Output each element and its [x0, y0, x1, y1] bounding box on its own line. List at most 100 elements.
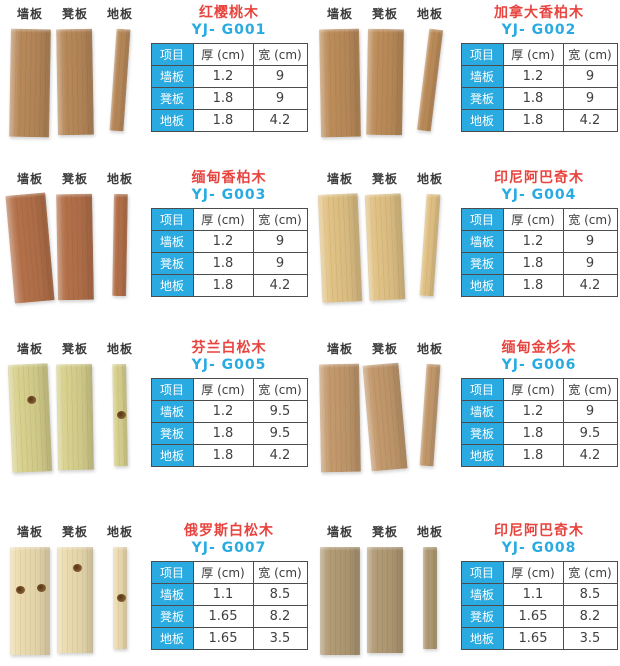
spec-header-row: 项目 厚 (cm) 宽 (cm) — [460, 43, 618, 66]
spec-row-bench: 凳板 1.8 9.5 — [460, 422, 618, 445]
floor-plank-image — [113, 547, 127, 649]
width-value: 8.2 — [252, 605, 308, 628]
header-item: 项目 — [150, 378, 194, 401]
width-value: 9.5 — [252, 422, 308, 445]
spec-row-wall: 墙板 1.2 9 — [460, 400, 618, 423]
spec-row-floor: 地板 1.8 4.2 — [460, 274, 618, 297]
header-width: 宽 (cm) — [252, 43, 308, 66]
row-label: 凳板 — [150, 605, 194, 628]
bench-plank-label: 凳板 — [371, 7, 398, 21]
spec-row-bench: 凳板 1.65 8.2 — [150, 605, 308, 628]
floor-plank-label: 地板 — [416, 525, 443, 539]
bench-plank-image — [56, 193, 94, 301]
thickness-value: 1.8 — [192, 87, 254, 110]
floor-plank-column: 地板 — [98, 340, 142, 518]
bench-plank-label: 凳板 — [371, 172, 398, 186]
row-label: 墙板 — [460, 583, 504, 606]
floor-plank-image — [112, 193, 128, 297]
wall-plank-image — [319, 28, 361, 138]
wall-plank-label: 墙板 — [326, 7, 353, 21]
floor-plank-label: 地板 — [106, 7, 133, 21]
row-label: 凳板 — [460, 422, 504, 445]
thickness-value: 1.65 — [502, 605, 564, 628]
product-info: 加拿大香柏木 YJ- G002 项目 厚 (cm) 宽 (cm) 墙板 1.2 … — [458, 3, 620, 165]
spec-table: 项目 厚 (cm) 宽 (cm) 墙板 1.1 8.5 凳板 1.65 8.2 … — [460, 561, 618, 650]
product-model: YJ- G008 — [501, 540, 577, 556]
product-model: YJ- G004 — [501, 187, 577, 203]
header-width: 宽 (cm) — [252, 208, 308, 231]
floor-plank-label: 地板 — [416, 7, 443, 21]
header-item: 项目 — [460, 208, 504, 231]
bench-plank-column: 凳板 — [363, 523, 407, 666]
wall-plank-image — [7, 363, 53, 473]
row-label: 墙板 — [150, 583, 194, 606]
wall-plank-column: 墙板 — [8, 523, 52, 666]
product-name: 加拿大香柏木 — [494, 5, 584, 21]
spec-row-wall: 墙板 1.2 9.5 — [150, 400, 308, 423]
thickness-value: 1.8 — [502, 422, 564, 445]
product-name: 印尼阿巴奇木 — [494, 170, 584, 186]
floor-plank-column: 地板 — [408, 340, 452, 518]
row-label: 地板 — [460, 444, 504, 467]
wall-plank-column: 墙板 — [318, 5, 362, 165]
bench-plank-image — [56, 28, 94, 136]
header-thickness: 厚 (cm) — [192, 208, 254, 231]
wall-plank-column: 墙板 — [8, 5, 52, 165]
wood-knot-detail — [27, 396, 37, 405]
header-item: 项目 — [150, 43, 194, 66]
thickness-value: 1.8 — [192, 274, 254, 297]
floor-plank-column: 地板 — [98, 170, 142, 335]
floor-plank-label: 地板 — [106, 342, 133, 356]
header-item: 项目 — [460, 561, 504, 584]
wall-plank-label: 墙板 — [326, 172, 353, 186]
product-card: 墙板 凳板 地板 芬兰白松木 YJ- G005 项目 厚 (cm) 宽 (cm) — [0, 335, 310, 518]
wall-plank-label: 墙板 — [16, 342, 43, 356]
width-value: 8.2 — [562, 605, 618, 628]
header-thickness: 厚 (cm) — [502, 43, 564, 66]
width-value: 9 — [252, 230, 308, 253]
plank-photo-group: 墙板 凳板 地板 — [310, 168, 458, 335]
product-name: 缅甸香柏木 — [191, 170, 267, 186]
width-value: 4.2 — [562, 109, 618, 132]
wall-plank-label: 墙板 — [326, 525, 353, 539]
width-value: 4.2 — [252, 444, 308, 467]
product-model: YJ- G007 — [191, 540, 267, 556]
product-info: 俄罗斯白松木 YJ- G007 项目 厚 (cm) 宽 (cm) 墙板 1.1 … — [148, 521, 310, 666]
floor-plank-image — [112, 363, 128, 467]
wall-plank-label: 墙板 — [326, 342, 353, 356]
product-name: 印尼阿巴奇木 — [494, 523, 584, 539]
spec-row-floor: 地板 1.65 3.5 — [150, 627, 308, 650]
header-item: 项目 — [150, 561, 194, 584]
thickness-value: 1.8 — [502, 444, 564, 467]
row-label: 地板 — [150, 274, 194, 297]
wall-plank-image — [9, 28, 51, 138]
spec-header-row: 项目 厚 (cm) 宽 (cm) — [460, 561, 618, 584]
floor-plank-column: 地板 — [408, 170, 452, 335]
width-value: 9 — [562, 65, 618, 88]
spec-row-floor: 地板 1.8 4.2 — [460, 109, 618, 132]
bench-plank-label: 凳板 — [61, 7, 88, 21]
width-value: 9.5 — [252, 400, 308, 423]
width-value: 9 — [562, 252, 618, 275]
floor-plank-column: 地板 — [408, 523, 452, 666]
floor-plank-label: 地板 — [416, 342, 443, 356]
width-value: 9 — [562, 230, 618, 253]
plank-photo-group: 墙板 凳板 地板 — [310, 3, 458, 165]
product-name: 芬兰白松木 — [191, 340, 267, 356]
width-value: 9 — [562, 400, 618, 423]
product-model: YJ- G003 — [191, 187, 267, 203]
wood-knot-detail — [117, 410, 127, 419]
product-card: 墙板 凳板 地板 缅甸金杉木 YJ- G006 项目 厚 (cm) 宽 (cm) — [310, 335, 620, 518]
bench-plank-column: 凳板 — [362, 340, 408, 518]
width-value: 9 — [562, 87, 618, 110]
width-value: 8.5 — [252, 583, 308, 606]
thickness-value: 1.65 — [502, 627, 564, 650]
bench-plank-image — [57, 547, 93, 653]
wall-plank-image — [10, 547, 50, 655]
wall-plank-column: 墙板 — [318, 340, 362, 518]
spec-row-floor: 地板 1.8 4.2 — [460, 444, 618, 467]
floor-plank-image — [419, 193, 441, 297]
thickness-value: 1.8 — [192, 422, 254, 445]
width-value: 4.2 — [562, 444, 618, 467]
